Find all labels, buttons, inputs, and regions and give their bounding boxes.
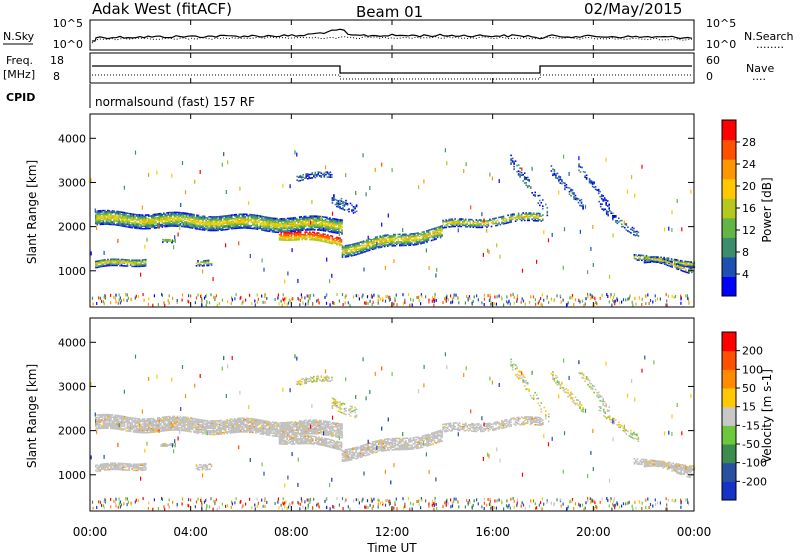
y-tick-label: 4000 [58, 336, 86, 349]
cpid-label: CPID [6, 91, 35, 104]
power-data-cells [90, 148, 696, 307]
noise-tick-left-bottom: 10^0 [53, 38, 83, 51]
colorbar-segment [722, 139, 736, 160]
colorbar-tick-label: 4 [742, 268, 749, 281]
colorbar-tick-label: 20 [742, 180, 756, 193]
y-tick-label: 3000 [58, 380, 86, 393]
colorbar-segment [722, 481, 736, 501]
noise-sky-line [92, 28, 693, 42]
colorbar-tick-label: 24 [742, 158, 756, 171]
velocity-panel: 4000 3000 2000 1000 Slant Range [km] 200 100… [25, 317, 774, 512]
station-title: Adak West (fitACF) [92, 0, 232, 18]
colorbar-segment [722, 276, 736, 297]
y-tick-label: 4000 [58, 132, 86, 145]
time-axis-ticks: 00:00 04:00 08:00 12:00 16:00 20:00 00:00 [73, 20, 712, 539]
colorbar-segment [722, 256, 736, 277]
colorbar-segment [722, 237, 736, 258]
colorbar-segment [722, 425, 736, 445]
time-tick-label: 08:00 [274, 525, 309, 539]
colorbar-segment [722, 388, 736, 408]
colorbar-tick-label: -50 [742, 438, 760, 451]
colorbar-tick-label: 15 [742, 401, 756, 414]
power-cbar-label: Power [dB] [760, 177, 774, 242]
freq-label: Freq. [6, 54, 33, 67]
colorbar-segment [722, 217, 736, 238]
y-tick-label: 3000 [58, 176, 86, 189]
time-tick-label: 20:00 [576, 525, 611, 539]
colorbar-tick-label: 28 [742, 136, 756, 149]
nave-label: Nave [746, 62, 774, 75]
colorbar-segment [722, 332, 736, 352]
noise-tick-right-top: 10^5 [706, 17, 736, 30]
colorbar-segment [722, 406, 736, 426]
colorbar-segment [722, 178, 736, 199]
colorbar-segment [722, 350, 736, 370]
velocity-data-cells [90, 352, 696, 511]
nave-tick-bottom: 0 [706, 70, 713, 83]
colorbar-tick-label: 12 [742, 224, 756, 237]
colorbar-tick-label: 16 [742, 202, 756, 215]
noise-search-dots [91, 36, 693, 44]
colorbar-segment [722, 369, 736, 389]
power-colorbar: 28 24 20 16 12 8 4 [721, 119, 756, 297]
nave-dots [92, 74, 692, 80]
time-tick-label: 12:00 [375, 525, 410, 539]
power-panel: 4000 3000 2000 1000 Slant Range [km] 28 24 20… [25, 113, 774, 308]
colorbar-tick-label: -100 [742, 457, 767, 470]
freq-unit: [MHz] [3, 68, 35, 81]
colorbar-tick-label: -15 [742, 419, 760, 432]
freq-tick-top: 18 [50, 54, 64, 67]
time-tick-label: 16:00 [475, 525, 510, 539]
colorbar-tick-label: -200 [742, 475, 767, 488]
y-tick-label: 1000 [58, 469, 86, 482]
nsearch-legend: ........ [756, 38, 784, 51]
noise-panel: N.Sky 10^5 10^0 10^5 10^0 N.Search .....… [3, 17, 794, 51]
colorbar-tick-label: 8 [742, 246, 749, 259]
nsearch-label: N.Search [744, 30, 794, 43]
nave-tick-top: 60 [706, 54, 720, 67]
freq-line [92, 65, 692, 74]
y-tick-label: 2000 [58, 425, 86, 438]
time-tick-label: 04:00 [173, 525, 208, 539]
colorbar-segment [722, 462, 736, 482]
colorbar-segment [722, 120, 736, 141]
colorbar-segment [722, 198, 736, 219]
nsky-label: N.Sky [3, 30, 35, 43]
colorbar-tick-label: 100 [742, 363, 763, 376]
noise-tick-right-bottom: 10^0 [706, 38, 736, 51]
cpid-text: normalsound (fast) 157 RF [95, 95, 255, 109]
colorbar-tick-label: 200 [742, 345, 763, 358]
y-tick-label: 1000 [58, 265, 86, 278]
colorbar-tick-label: 50 [742, 382, 756, 395]
power-y-label: Slant Range [km] [25, 160, 39, 264]
nave-legend: .... [752, 70, 766, 83]
y-tick-label: 2000 [58, 221, 86, 234]
time-axis-label: Time UT [366, 541, 417, 554]
time-tick-label: 00:00 [73, 525, 108, 539]
noise-tick-left-top: 10^5 [53, 17, 83, 30]
date-title: 02/May/2015 [584, 0, 682, 18]
velocity-colorbar: 200 100 50 15 -15 -50 -100 -200 [721, 331, 767, 501]
velocity-cbar-label: Velocity [m s-1] [760, 369, 774, 463]
velocity-y-label: Slant Range [km] [25, 364, 39, 468]
freq-tick-bottom: 8 [53, 70, 60, 83]
colorbar-segment [722, 444, 736, 464]
beam-title: Beam 01 [356, 3, 423, 21]
time-tick-label: 00:00 [677, 525, 712, 539]
freq-nave-panel: Freq. [MHz] 18 8 60 0 Nave .... [3, 52, 774, 84]
colorbar-segment [722, 159, 736, 180]
